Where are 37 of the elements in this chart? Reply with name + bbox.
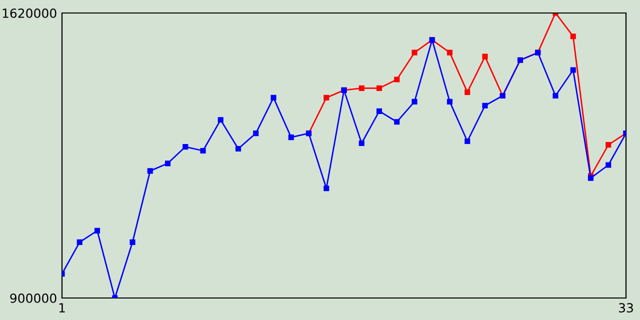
y-tick-label: 1620000 [2,8,56,18]
point [570,67,576,73]
point [324,94,330,100]
point [94,228,100,234]
point [253,130,259,136]
point [606,162,612,168]
point [147,168,153,174]
point [464,138,470,144]
point [376,108,382,114]
point [288,134,294,140]
point [464,89,470,95]
point [606,142,612,148]
point [482,102,488,108]
point [394,119,400,125]
point [412,98,418,104]
point [235,146,242,152]
point [394,76,400,82]
point [552,92,558,99]
point [270,94,276,100]
point [358,140,364,146]
point [358,85,364,91]
x-tick-label: 1 [59,303,65,312]
point [164,160,171,166]
point [570,34,576,40]
point [482,54,488,60]
point [76,239,82,245]
point [130,239,136,245]
point [446,98,453,104]
point [182,144,188,150]
point [218,117,224,123]
x-tick-label: 33 [619,303,633,313]
point [376,85,382,91]
point [412,50,418,56]
point [200,148,206,154]
point [446,50,453,56]
point [324,186,330,192]
y-tick-label: 900000 [10,293,56,303]
